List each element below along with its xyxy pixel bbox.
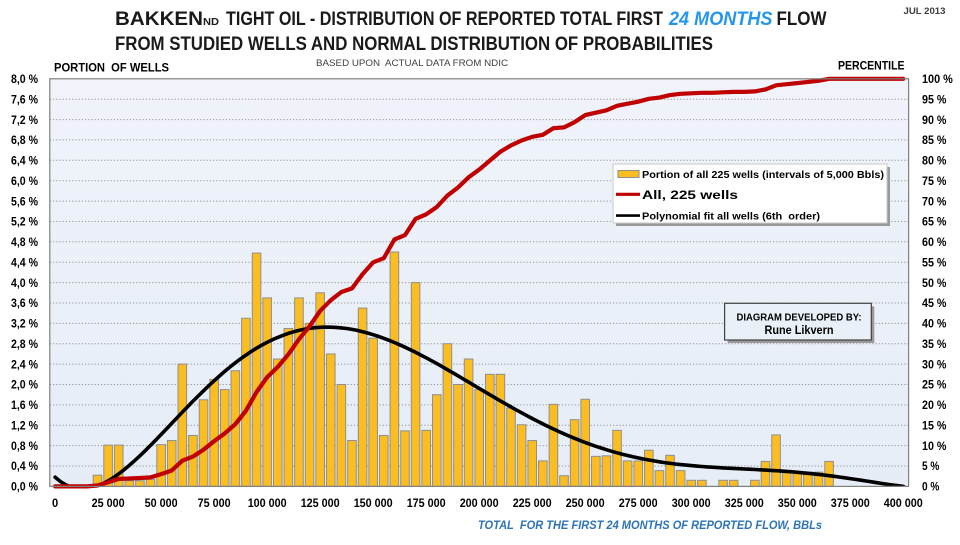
svg-text:TOTAL FOR THE FIRST 24 MONTHS: TOTAL FOR THE FIRST 24 MONTHS OF REPORTE…: [478, 520, 822, 532]
svg-text:5,6 %: 5,6 %: [11, 194, 38, 208]
svg-text:40 %: 40 %: [922, 317, 947, 331]
svg-text:Polynomial fit all wells (6th: Polynomial fit all wells (6th order): [642, 211, 820, 223]
svg-text:100 %: 100 %: [922, 72, 953, 86]
svg-text:225 000: 225 000: [513, 496, 552, 510]
svg-text:4,0 %: 4,0 %: [11, 276, 38, 290]
svg-text:95 %: 95 %: [922, 92, 947, 106]
svg-text:JUL 2013: JUL 2013: [904, 6, 946, 17]
svg-text:5 %: 5 %: [922, 459, 940, 473]
svg-text:275 000: 275 000: [619, 496, 658, 510]
svg-text:15 %: 15 %: [922, 419, 947, 433]
svg-text:50 000: 50 000: [145, 496, 178, 510]
svg-text:0 %: 0 %: [922, 480, 940, 494]
svg-text:250 000: 250 000: [566, 496, 605, 510]
svg-text:30 %: 30 %: [922, 357, 947, 371]
svg-text:PERCENTILE: PERCENTILE: [838, 61, 905, 73]
svg-text:Portion of all 225 wells (inte: Portion of all 225 wells (intervals of 5…: [642, 169, 884, 181]
svg-text:375 000: 375 000: [831, 496, 870, 510]
svg-text:4,4 %: 4,4 %: [11, 255, 38, 269]
svg-text:100 000: 100 000: [248, 496, 287, 510]
svg-text:10 %: 10 %: [922, 439, 947, 453]
svg-text:8,0 %: 8,0 %: [11, 72, 38, 86]
svg-text:25 %: 25 %: [922, 378, 947, 392]
svg-text:70 %: 70 %: [922, 194, 947, 208]
svg-text:6,0 %: 6,0 %: [11, 174, 38, 188]
svg-text:0: 0: [52, 496, 58, 510]
svg-text:PORTION OF WELLS: PORTION OF WELLS: [54, 63, 169, 75]
svg-text:0,0 %: 0,0 %: [11, 480, 38, 494]
svg-text:0,8 %: 0,8 %: [11, 439, 38, 453]
svg-text:BAKKENND TIGHT OIL - DISTRIBUT: BAKKENND TIGHT OIL - DISTRIBUTION OF REP…: [115, 9, 827, 30]
svg-text:175 000: 175 000: [407, 496, 446, 510]
svg-text:60 %: 60 %: [922, 235, 947, 249]
svg-text:85 %: 85 %: [922, 133, 947, 147]
svg-text:6,8 %: 6,8 %: [11, 133, 38, 147]
svg-text:7,2 %: 7,2 %: [11, 113, 38, 127]
svg-text:35 %: 35 %: [922, 337, 947, 351]
svg-text:BASED UPON ACTUAL DATA FROM N: BASED UPON ACTUAL DATA FROM NDIC: [316, 58, 508, 69]
svg-text:65 %: 65 %: [922, 215, 947, 229]
svg-text:75 000: 75 000: [198, 496, 231, 510]
svg-text:20 %: 20 %: [922, 398, 947, 412]
svg-text:80 %: 80 %: [922, 154, 947, 168]
svg-text:5,2 %: 5,2 %: [11, 215, 38, 229]
svg-text:400 000: 400 000: [884, 496, 923, 510]
svg-text:0,4 %: 0,4 %: [11, 459, 38, 473]
svg-text:2,8 %: 2,8 %: [11, 337, 38, 351]
svg-text:50 %: 50 %: [922, 276, 947, 290]
svg-text:45 %: 45 %: [922, 296, 947, 310]
svg-text:1,6 %: 1,6 %: [11, 398, 38, 412]
svg-text:All, 225 wells: All, 225 wells: [642, 188, 738, 202]
svg-text:2,0 %: 2,0 %: [11, 378, 38, 392]
svg-text:350 000: 350 000: [778, 496, 817, 510]
svg-text:75 %: 75 %: [922, 174, 947, 188]
svg-text:150 000: 150 000: [354, 496, 393, 510]
svg-text:90 %: 90 %: [922, 113, 947, 127]
svg-text:25 000: 25 000: [92, 496, 125, 510]
svg-text:2,4 %: 2,4 %: [11, 357, 38, 371]
svg-text:6,4 %: 6,4 %: [11, 154, 38, 168]
svg-text:125 000: 125 000: [301, 496, 340, 510]
svg-text:3,6 %: 3,6 %: [11, 296, 38, 310]
svg-text:DIAGRAM DEVELOPED BY:: DIAGRAM DEVELOPED BY:: [737, 313, 862, 324]
svg-text:1,2 %: 1,2 %: [11, 419, 38, 433]
svg-text:Rune Likvern: Rune Likvern: [765, 325, 834, 337]
svg-text:300 000: 300 000: [672, 496, 711, 510]
svg-text:FROM STUDIED WELLS AND NORMAL: FROM STUDIED WELLS AND NORMAL DISTRIBUTI…: [115, 34, 713, 55]
svg-text:325 000: 325 000: [725, 496, 764, 510]
svg-text:7,6 %: 7,6 %: [11, 92, 38, 106]
svg-text:55 %: 55 %: [922, 255, 947, 269]
svg-text:200 000: 200 000: [460, 496, 499, 510]
svg-text:3,2 %: 3,2 %: [11, 317, 38, 331]
svg-text:4,8 %: 4,8 %: [11, 235, 38, 249]
